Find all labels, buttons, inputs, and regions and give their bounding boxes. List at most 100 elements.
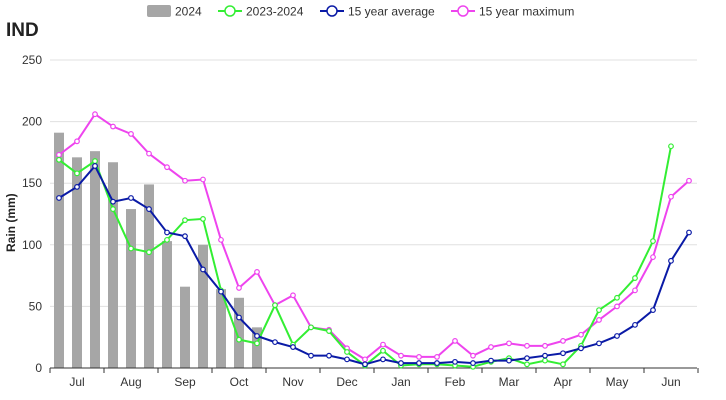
data-point (182, 177, 188, 184)
data-point (560, 337, 566, 344)
data-point (344, 356, 350, 363)
data-point (344, 349, 350, 355)
data-point (524, 342, 530, 349)
data-point (200, 216, 206, 222)
legend-label: 2024 (175, 5, 202, 19)
data-point (686, 229, 692, 236)
y-tick-label: 250 (22, 53, 42, 67)
data-point (614, 294, 620, 301)
data-point (416, 354, 422, 360)
data-point (614, 333, 620, 339)
data-point (290, 344, 296, 350)
x-tick-label: Jan (391, 375, 410, 389)
data-point (164, 164, 170, 171)
data-point (218, 236, 224, 243)
data-point (236, 314, 242, 321)
y-tick-label: 50 (29, 299, 43, 313)
data-point (650, 254, 656, 261)
data-point (398, 352, 404, 359)
data-point (236, 336, 242, 343)
data-point (164, 229, 170, 236)
bar (90, 151, 100, 368)
data-point (74, 183, 80, 190)
data-point (74, 138, 80, 145)
data-point (668, 257, 674, 264)
data-point (542, 357, 548, 364)
data-point (542, 352, 548, 359)
data-point (380, 341, 386, 348)
legend-label: 15 year maximum (479, 5, 574, 19)
data-point (488, 357, 494, 364)
data-point (146, 150, 152, 157)
data-point (200, 176, 206, 183)
data-point (632, 321, 638, 328)
data-point (506, 340, 512, 347)
bar (54, 132, 64, 368)
line-series-group (56, 163, 692, 368)
data-point (542, 342, 548, 349)
bar (162, 241, 172, 368)
data-point (668, 143, 674, 150)
line-series-group (56, 111, 692, 363)
x-tick-label: Sep (174, 375, 196, 389)
data-point (596, 340, 602, 347)
legend-swatch-marker (326, 5, 338, 17)
data-point (614, 303, 620, 310)
x-tick-label: Apr (554, 375, 573, 389)
data-point (524, 355, 530, 362)
chart-title: IND (6, 20, 39, 41)
x-tick-label: Jun (661, 375, 680, 389)
data-point (110, 206, 116, 212)
data-point (470, 360, 476, 366)
bar-series-2024 (54, 132, 262, 368)
grid-lines (50, 59, 697, 307)
data-point (56, 156, 62, 163)
data-point (128, 245, 134, 252)
data-point (578, 345, 584, 352)
bar (198, 244, 208, 368)
data-point (200, 266, 206, 273)
y-tick-label: 100 (22, 238, 42, 252)
legend-label: 2023-2024 (246, 5, 304, 19)
data-point (92, 111, 98, 118)
y-tick-label: 150 (22, 176, 42, 190)
data-point (452, 337, 458, 344)
series-line (58, 164, 690, 366)
legend-swatch (147, 5, 171, 17)
data-point (92, 163, 98, 169)
data-point (182, 217, 188, 224)
data-point (56, 151, 62, 158)
data-point (596, 317, 602, 323)
data-point (488, 344, 494, 350)
data-point (434, 354, 440, 360)
data-point (668, 193, 674, 200)
data-point (452, 358, 458, 365)
data-point (560, 350, 566, 357)
data-point (506, 357, 512, 364)
data-point (632, 275, 638, 281)
x-tick-label: Feb (445, 375, 466, 389)
data-point (146, 206, 152, 212)
x-tick-label: Oct (230, 375, 249, 389)
data-point (236, 285, 242, 291)
bar (72, 157, 82, 368)
data-point (560, 361, 566, 368)
data-point (380, 347, 386, 354)
y-tick-label: 0 (35, 361, 42, 375)
data-point (362, 356, 368, 363)
data-point (254, 333, 260, 339)
data-point (398, 360, 404, 366)
data-point (56, 195, 62, 201)
x-tick-label: Jul (69, 375, 84, 389)
data-point (74, 170, 80, 177)
bar (180, 286, 190, 368)
data-point (128, 131, 134, 137)
axes: 0 50 100 150 200 250 Jul Aug Sep Oct Nov Dec Jan Feb M… (22, 53, 699, 389)
data-point (596, 307, 602, 313)
x-tick-label: Mar (499, 375, 520, 389)
data-point (434, 360, 440, 366)
data-point (272, 302, 278, 309)
legend-label: 15 year average (348, 5, 435, 19)
data-point (218, 288, 224, 295)
data-point (380, 356, 386, 363)
